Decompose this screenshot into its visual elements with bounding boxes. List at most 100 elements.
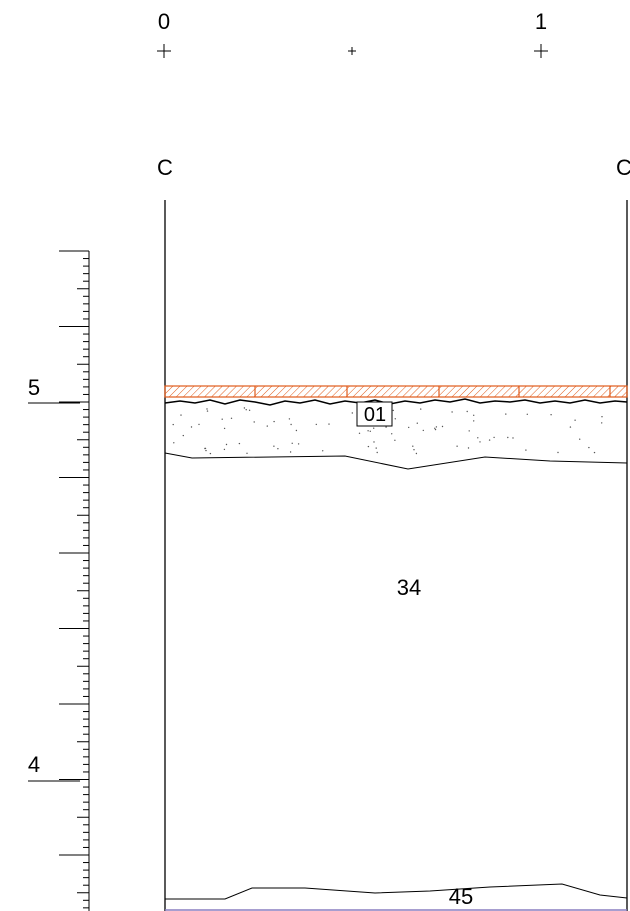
layer-01-label: 01 — [364, 404, 386, 426]
fill-dot — [209, 452, 212, 455]
fill-dot — [173, 442, 175, 444]
fill-dot — [451, 411, 453, 413]
fill-dot — [266, 425, 268, 427]
fill-dot — [180, 414, 182, 416]
fill-dot — [416, 422, 418, 424]
fill-dot — [526, 413, 528, 415]
fill-dot — [290, 423, 292, 426]
fill-dot — [198, 423, 200, 426]
layer-01-label-box — [356, 401, 393, 427]
fill-dot — [238, 442, 241, 445]
grid-cross-mid — [348, 47, 356, 55]
fill-dot — [512, 437, 514, 439]
section-label-left: C — [157, 155, 173, 180]
fill-dot — [328, 423, 330, 425]
fill-dot — [182, 434, 184, 437]
fill-dot — [434, 427, 436, 429]
fill-dot — [601, 416, 603, 418]
fill-dot — [456, 445, 458, 447]
fill-dot — [466, 410, 468, 413]
layer-01-bottom-boundary — [164, 452, 628, 470]
fill-dot — [190, 426, 193, 428]
grid-label-left: 0 — [158, 9, 170, 34]
fill-dot — [467, 447, 470, 449]
fill-dot — [246, 452, 248, 454]
fill-dot — [243, 407, 246, 409]
fill-dot — [230, 417, 233, 419]
fill-dot — [493, 436, 495, 439]
fill-dot — [206, 410, 209, 412]
fill-dot — [206, 408, 208, 410]
fill-dot — [351, 412, 353, 414]
fill-dot — [385, 426, 387, 428]
fill-dot — [413, 449, 415, 451]
fill-dot — [479, 441, 481, 443]
fill-dot — [245, 409, 247, 411]
fill-dot — [221, 418, 223, 420]
fill-dot — [204, 447, 206, 450]
fill-dot — [415, 452, 418, 455]
fill-dot — [367, 430, 369, 432]
fill-dot — [412, 445, 414, 447]
fill-dot — [434, 428, 437, 431]
fill-dot — [223, 448, 226, 451]
fill-dot — [358, 432, 361, 434]
fill-dot — [289, 451, 292, 453]
fill-dot — [297, 443, 300, 445]
fill-dot — [373, 427, 375, 429]
fill-dot — [525, 449, 527, 451]
elevation-label-lower: 4 — [28, 752, 40, 777]
fill-dot — [248, 409, 251, 411]
fill-dot — [277, 448, 279, 450]
fill-dot — [291, 442, 293, 444]
fill-dot — [557, 451, 559, 454]
fill-dot — [601, 422, 603, 424]
fill-dot — [394, 418, 396, 420]
fill-dot — [295, 429, 298, 432]
fill-dot — [315, 423, 317, 426]
fill-dot — [579, 438, 581, 440]
fill-dot — [223, 427, 226, 430]
grid-cross-left — [157, 44, 171, 58]
fill-dot — [394, 439, 396, 441]
fill-dot — [253, 421, 255, 423]
layer-45-label: 45 — [449, 884, 473, 909]
fill-dot — [273, 445, 275, 447]
fill-dot — [420, 408, 422, 410]
fill-dot — [273, 420, 275, 423]
fill-dot — [373, 441, 375, 443]
fill-dot — [205, 449, 207, 452]
layer-01-fill-dots — [172, 407, 603, 455]
fill-dot — [369, 430, 371, 432]
fill-dot — [488, 439, 491, 441]
fill-dot — [225, 443, 228, 446]
fill-dot — [322, 450, 324, 452]
fill-dot — [288, 418, 291, 420]
fill-dot — [422, 429, 424, 432]
grid-cross-right — [534, 44, 548, 58]
fill-dot — [435, 426, 438, 428]
fill-dot — [473, 420, 475, 422]
layer-34-label: 34 — [397, 575, 421, 600]
fill-dot — [550, 414, 552, 416]
pavement-layer — [164, 385, 628, 398]
elevation-ruler — [59, 250, 90, 911]
fill-dot — [593, 451, 596, 454]
layer-01-top-boundary — [164, 398, 628, 406]
fill-dot — [375, 447, 377, 449]
elevation-label-upper: 5 — [28, 375, 40, 400]
fill-dot — [574, 419, 576, 421]
fill-dot — [367, 445, 370, 448]
fill-dot — [441, 425, 444, 428]
fill-dot — [376, 451, 378, 454]
fill-dot — [505, 413, 507, 415]
fill-dot — [468, 430, 470, 432]
fill-dot — [473, 414, 475, 416]
section-label-right: C — [616, 155, 630, 180]
fill-dot — [408, 426, 410, 429]
fill-dot — [477, 437, 479, 439]
fill-dot — [392, 409, 394, 412]
fill-dot — [588, 446, 590, 449]
layer-45-top-boundary — [165, 883, 628, 900]
